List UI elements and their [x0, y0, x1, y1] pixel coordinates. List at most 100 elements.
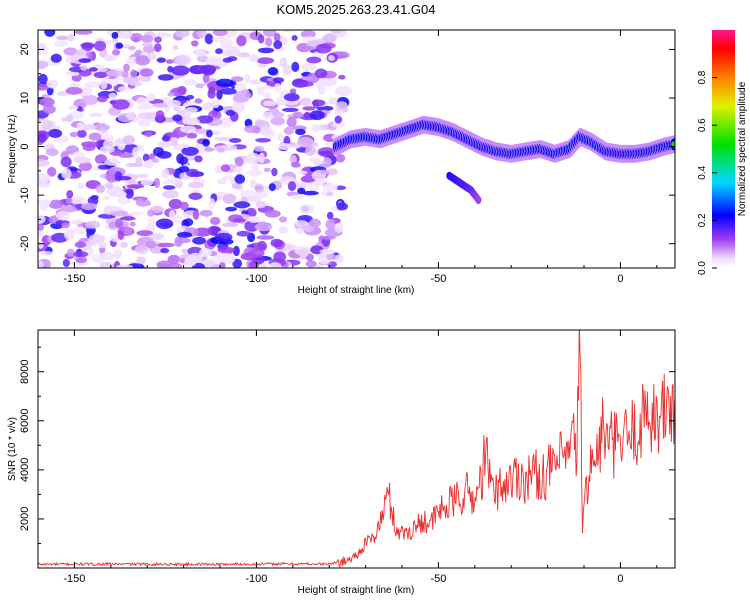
noise-blob: [155, 218, 174, 230]
noise-blob: [253, 145, 265, 152]
noise-blob: [231, 76, 244, 82]
noise-blob: [181, 248, 188, 254]
noise-blob: [97, 164, 111, 170]
snr-ylabel: SNR (10 * v/v): [7, 417, 18, 481]
noise-blob: [64, 229, 75, 241]
noise-blob: [221, 255, 235, 265]
noise-blob: [199, 209, 213, 217]
noise-blob: [181, 146, 199, 156]
noise-blob: [171, 65, 190, 76]
noise-blob: [117, 230, 125, 240]
noise-blob: [286, 116, 297, 128]
noise-blob: [195, 83, 205, 89]
noise-blob: [326, 168, 338, 176]
noise-blob: [326, 253, 336, 261]
noise-blob: [287, 181, 297, 192]
noise-blob: [326, 211, 334, 220]
noise-blob: [77, 182, 85, 189]
noise-blob: [254, 222, 273, 232]
noise-blob: [308, 157, 321, 163]
noise-blob: [330, 30, 343, 34]
noise-blob: [62, 259, 70, 267]
noise-blob: [71, 199, 82, 205]
noise-blob: [138, 75, 152, 82]
noise-blob: [99, 261, 113, 268]
noise-blob: [73, 156, 91, 164]
noise-blob: [122, 135, 135, 145]
noise-blob: [38, 133, 47, 143]
noise-blob: [157, 141, 172, 148]
noise-blob: [88, 234, 106, 244]
noise-blob: [129, 82, 143, 87]
y-tick-label: -10: [19, 187, 31, 203]
noise-blob: [221, 222, 239, 228]
noise-blob: [206, 129, 213, 138]
noise-blob: [38, 228, 44, 239]
noise-blob: [161, 135, 171, 142]
noise-blob: [322, 182, 338, 192]
noise-blob: [255, 200, 267, 209]
noise-blob: [172, 114, 183, 122]
noise-blob: [73, 226, 86, 235]
noise-blob: [263, 30, 277, 37]
noise-blob: [41, 119, 53, 131]
noise-blob: [60, 156, 72, 168]
noise-blob: [56, 35, 69, 41]
snr-xlabel: Height of straight line (km): [298, 585, 415, 596]
x-tick-label: -150: [63, 273, 85, 285]
noise-blob: [129, 221, 136, 227]
noise-blob: [306, 56, 322, 64]
noise-blob: [317, 84, 326, 96]
x-tick-label: -100: [245, 573, 267, 585]
noise-blob: [115, 42, 124, 49]
noise-blob: [104, 40, 116, 45]
noise-blob: [336, 202, 348, 211]
noise-blob: [39, 97, 55, 107]
noise-blob: [78, 161, 93, 172]
noise-blob: [276, 143, 293, 150]
noise-blob: [222, 193, 236, 204]
noise-blob: [151, 158, 160, 163]
noise-blob: [156, 242, 175, 248]
noise-blob: [255, 138, 271, 143]
noise-blob: [257, 85, 265, 96]
noise-blob: [94, 40, 107, 52]
noise-blob: [137, 198, 144, 207]
noise-blob: [38, 240, 44, 249]
noise-blob: [283, 93, 300, 102]
noise-blob: [308, 218, 321, 228]
noise-blob: [250, 163, 260, 172]
noise-blob: [147, 52, 157, 60]
noise-blob: [320, 235, 336, 240]
noise-blob: [191, 40, 199, 47]
noise-blob: [264, 209, 281, 218]
noise-blob: [262, 100, 277, 107]
noise-blob: [283, 135, 291, 146]
noise-blob: [215, 78, 234, 88]
noise-blob: [248, 54, 259, 63]
x-tick-label: -100: [245, 273, 267, 285]
x-tick-label: -50: [430, 573, 446, 585]
noise-blob: [145, 131, 153, 138]
noise-blob: [196, 30, 207, 39]
noise-blob: [247, 216, 260, 223]
noise-blob: [82, 85, 93, 96]
noise-blob: [334, 222, 344, 234]
colorbar-tick-label: 0.4: [697, 165, 708, 179]
noise-blob: [231, 183, 242, 190]
noise-blob: [93, 71, 108, 79]
noise-blob: [46, 79, 59, 89]
noise-blob: [186, 94, 195, 100]
noise-blob: [44, 30, 56, 37]
x-tick-label: 0: [617, 273, 623, 285]
noise-blob: [139, 173, 149, 178]
noise-blob: [152, 102, 169, 108]
noise-blob: [125, 111, 136, 121]
noise-blob: [334, 51, 350, 59]
colorbar-tick-label: 0.0: [697, 261, 708, 275]
noise-blob: [76, 122, 85, 131]
noise-blob: [38, 199, 52, 206]
noise-blob: [174, 214, 183, 220]
noise-blob: [256, 235, 275, 240]
noise-blob: [217, 147, 225, 153]
